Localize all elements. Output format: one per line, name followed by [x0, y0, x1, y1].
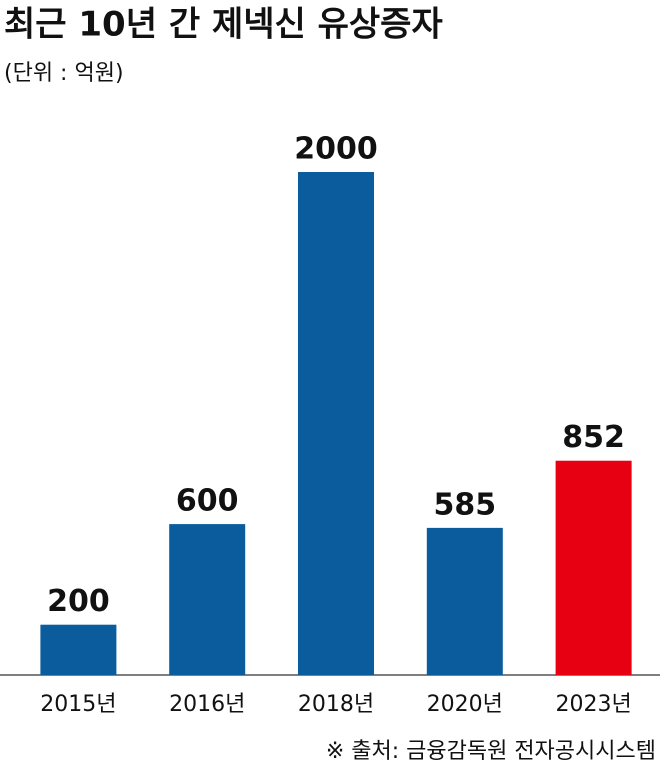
value-label: 585 [433, 487, 496, 522]
chart-title: 최근 10년 간 제넥신 유상증자 [4, 5, 443, 45]
x-tick-label: 2020년 [427, 692, 503, 717]
x-tick-label: 2015년 [40, 692, 116, 717]
bar [298, 172, 374, 675]
chart-subtitle: (단위 : 억원) [4, 61, 124, 86]
bar [40, 624, 117, 675]
bar [169, 524, 246, 675]
bar [555, 460, 632, 675]
x-tick-label: 2016년 [169, 692, 245, 717]
x-tick-label: 2023년 [555, 692, 631, 717]
bar [426, 527, 503, 675]
value-label: 600 [176, 484, 239, 519]
value-label: 2000 [294, 132, 378, 167]
value-label: 852 [562, 420, 625, 455]
value-label: 200 [47, 584, 110, 619]
x-tick-label: 2018년 [298, 692, 374, 717]
source-note: ※ 출처: 금융감독원 전자공시시스템 [326, 739, 656, 764]
